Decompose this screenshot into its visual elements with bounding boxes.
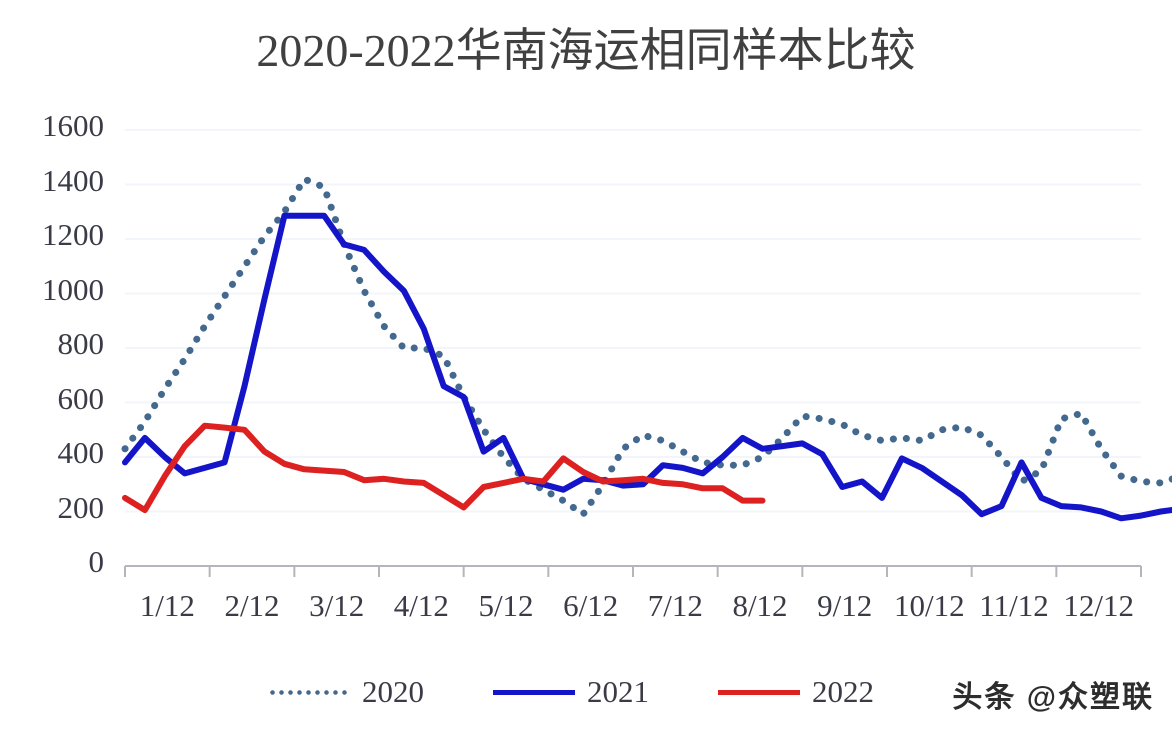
y-tick-label: 1600 bbox=[42, 108, 104, 143]
x-tick-label: 12/12 bbox=[1063, 588, 1134, 623]
x-tick-label: 6/12 bbox=[563, 588, 619, 623]
legend-item-2020[interactable]: 2020 bbox=[268, 668, 424, 716]
x-tick-label: 2/12 bbox=[224, 588, 280, 623]
x-tick-label: 5/12 bbox=[478, 588, 534, 623]
x-tick-label: 3/12 bbox=[309, 588, 365, 623]
x-tick-label: 10/12 bbox=[894, 588, 965, 623]
legend-label: 2021 bbox=[587, 674, 649, 709]
legend-line bbox=[718, 690, 800, 695]
legend-item-2021[interactable]: 2021 bbox=[493, 668, 649, 716]
series-2022 bbox=[122, 422, 766, 514]
legend-swatch-icon bbox=[718, 682, 800, 702]
series-2020 bbox=[121, 174, 1172, 520]
x-tick-label: 1/12 bbox=[139, 588, 195, 623]
y-tick-label: 600 bbox=[57, 380, 105, 416]
legend-swatch-icon bbox=[268, 682, 350, 702]
legend-label: 2022 bbox=[812, 674, 874, 709]
legend-swatch-icon bbox=[493, 682, 575, 702]
y-tick-label: 1400 bbox=[42, 162, 104, 198]
watermark-label: 头条 @众塑联 bbox=[952, 681, 1154, 714]
x-tick-label: 11/12 bbox=[979, 588, 1049, 623]
x-tick-label: 7/12 bbox=[647, 588, 703, 623]
y-tick-label: 400 bbox=[57, 435, 105, 470]
chart-title: 2020-2022华南海运相同样本比较 bbox=[256, 25, 916, 76]
y-tick-label: 1200 bbox=[42, 217, 104, 252]
series-2021 bbox=[122, 212, 1172, 522]
x-axis bbox=[124, 565, 1142, 577]
x-tick-label: 8/12 bbox=[732, 588, 788, 623]
x-tick-label: 4/12 bbox=[393, 588, 449, 623]
y-tick-label: 200 bbox=[57, 489, 105, 525]
legend-item-2022[interactable]: 2022 bbox=[718, 668, 874, 716]
legend-line bbox=[493, 690, 575, 695]
chart-legend: 2020 2021 2022 bbox=[0, 668, 1172, 724]
y-tick-label: 800 bbox=[57, 326, 105, 361]
y-tick-label: 1000 bbox=[42, 271, 104, 307]
legend-line bbox=[268, 690, 350, 695]
x-tick-label: 9/12 bbox=[817, 588, 873, 623]
grid-lines bbox=[125, 129, 1141, 567]
legend-label: 2020 bbox=[362, 674, 424, 709]
y-tick-label: 0 bbox=[88, 544, 105, 579]
